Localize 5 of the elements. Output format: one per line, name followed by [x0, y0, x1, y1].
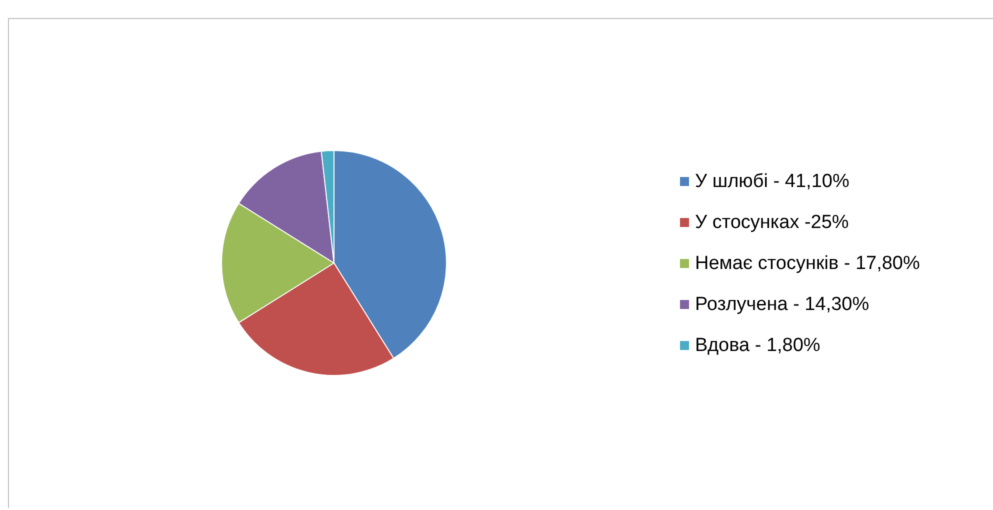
- legend-label: Немає стосунків - 17,80%: [695, 253, 920, 274]
- legend-label: Розлучена - 14,30%: [695, 294, 870, 315]
- legend-label: Вдова - 1,80%: [695, 335, 820, 356]
- legend-label: У шлюбі - 41,10%: [695, 171, 850, 192]
- legend-label: У стосунках -25%: [695, 212, 849, 233]
